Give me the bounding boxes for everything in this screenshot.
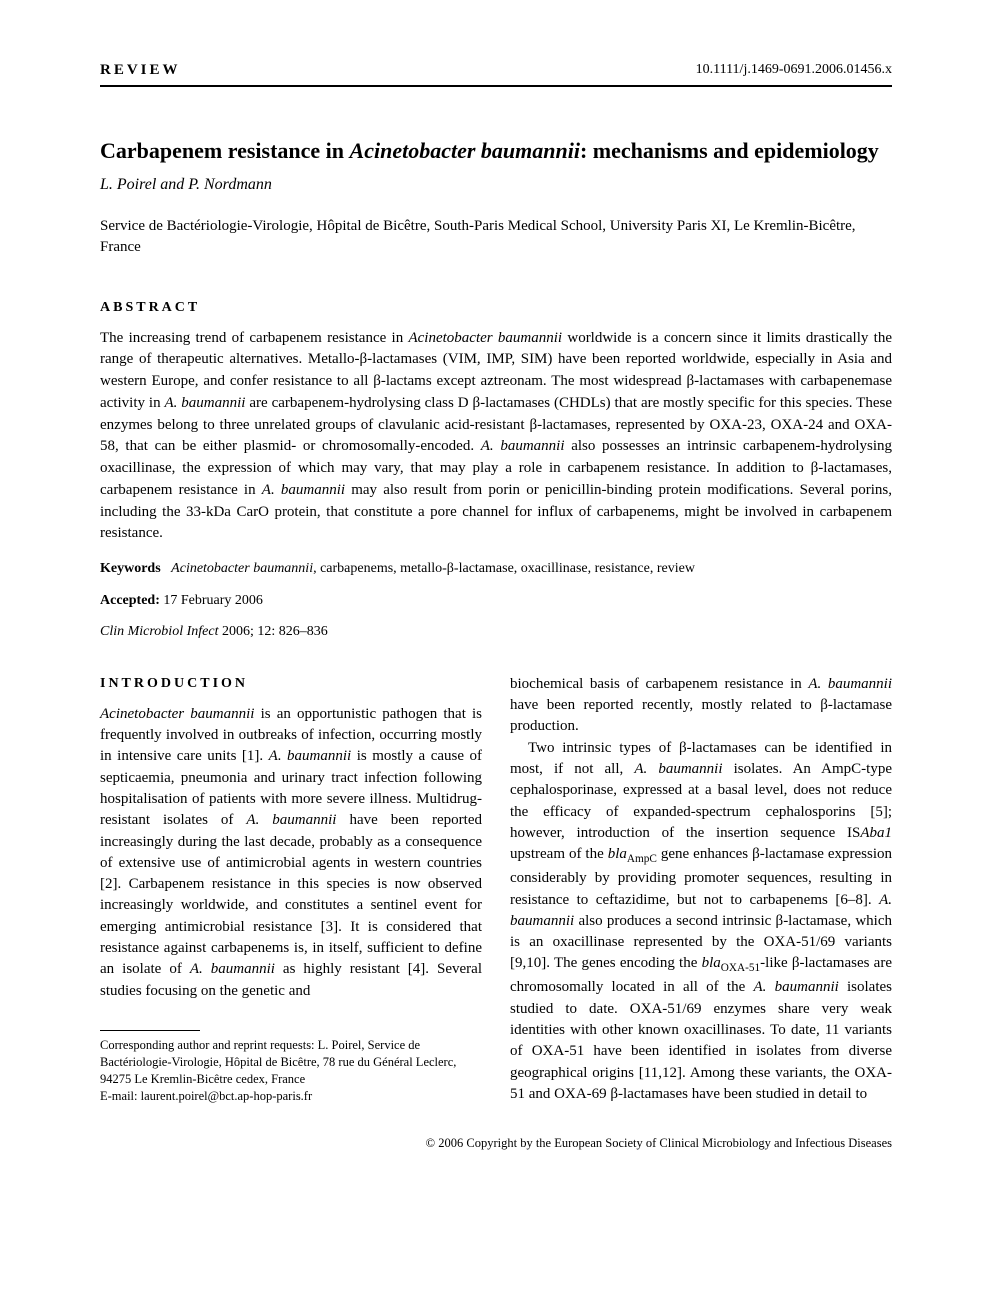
section-label: REVIEW: [100, 60, 181, 81]
page-header: REVIEW 10.1111/j.1469-0691.2006.01456.x: [100, 60, 892, 87]
body-columns: INTRODUCTION Acinetobacter baumannii is …: [100, 674, 892, 1105]
left-column: INTRODUCTION Acinetobacter baumannii is …: [100, 674, 482, 1105]
abstract-text: The increasing trend of carbapenem resis…: [100, 328, 892, 546]
title-part-post: : mechanisms and epidemiology: [580, 138, 879, 163]
corresponding-author-footnote: Corresponding author and reprint request…: [100, 1037, 482, 1105]
keywords-label: Keywords: [100, 561, 161, 576]
copyright-notice: © 2006 Copyright by the European Society…: [100, 1135, 892, 1153]
intro-para-2: Two intrinsic types of β-lactamases can …: [510, 738, 892, 1105]
footnote-rule: [100, 1030, 200, 1031]
doi-text: 10.1111/j.1469-0691.2006.01456.x: [696, 60, 892, 81]
right-column: biochemical basis of carbapenem resistan…: [510, 674, 892, 1105]
intro-para-1: Acinetobacter baumannii is an opportunis…: [100, 704, 482, 1002]
introduction-heading: INTRODUCTION: [100, 674, 482, 694]
accepted-date: Accepted: 17 February 2006: [100, 591, 892, 611]
citation: Clin Microbiol Infect 2006; 12: 826–836: [100, 622, 892, 642]
abstract-heading: ABSTRACT: [100, 298, 892, 318]
article-title: Carbapenem resistance in Acinetobacter b…: [100, 137, 892, 166]
intro-para-1-cont: biochemical basis of carbapenem resistan…: [510, 674, 892, 738]
affiliation: Service de Bactériologie-Virologie, Hôpi…: [100, 216, 892, 258]
title-part-italic: Acinetobacter baumannii: [350, 138, 580, 163]
title-part-pre: Carbapenem resistance in: [100, 138, 350, 163]
authors: L. Poirel and P. Nordmann: [100, 174, 892, 196]
keywords: Keywords Acinetobacter baumannii, carbap…: [100, 559, 892, 579]
